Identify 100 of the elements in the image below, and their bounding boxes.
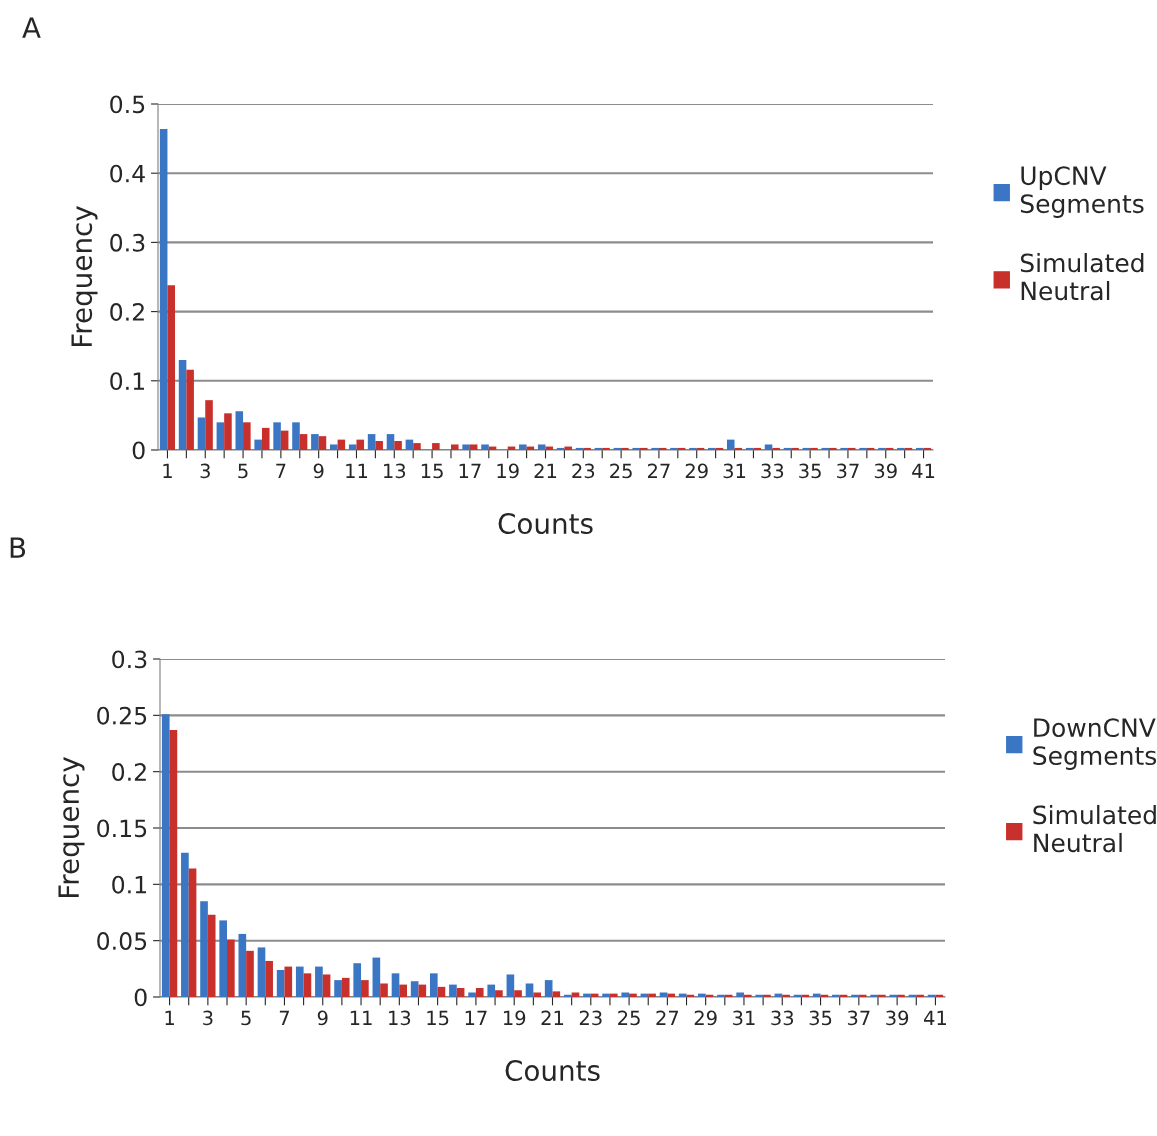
bar [410,981,419,997]
x-tick-label: 21 [534,463,557,478]
x-tick-label: 23 [579,1010,602,1026]
bar [280,430,289,450]
y-tick-label: 0 [132,441,145,460]
bar [161,714,170,997]
bar [506,974,515,997]
x-tick-label: 17 [465,1010,487,1025]
x-tick-label: 5 [241,1010,251,1026]
bar [235,411,244,450]
x-axis-title: Counts [498,513,593,535]
x-tick-label: 1 [163,463,172,478]
bar [299,434,308,450]
bar [243,422,251,450]
bar [629,993,637,997]
bar [254,439,262,450]
bar [246,950,254,997]
bar [337,439,346,450]
y-axis-title: Frequency [71,206,98,347]
bar [450,444,459,450]
x-tick-label: 35 [809,1010,832,1026]
legend-label: Simulated Neutral [1033,804,1156,853]
bar [468,992,476,997]
bar [315,966,323,997]
bar [772,447,780,450]
bar [367,434,376,450]
x-tick-label: 11 [346,463,368,478]
bar [832,994,840,997]
x-tick-label: 31 [733,1010,755,1026]
bar [667,993,676,997]
bar [564,446,572,450]
x-tick-label: 25 [618,1010,640,1026]
y-tick-label: 0.2 [110,303,144,321]
bar [318,436,327,450]
x-tick-label: 19 [503,1010,526,1026]
bar [227,939,235,997]
bar [609,993,618,997]
y-tick-label: 0.4 [110,164,145,183]
y-tick-label: 0.2 [112,763,146,781]
x-tick-label: 37 [837,463,859,479]
text: B [10,537,26,558]
bar [469,444,478,450]
x-tick-label: 13 [384,463,406,479]
bar [791,447,799,450]
y-tick-label: 0 [134,988,147,1007]
bar [810,447,818,450]
bar [418,984,427,997]
bar [356,439,365,450]
bar [533,992,542,997]
x-tick-label: 7 [279,1010,289,1025]
bar [859,447,867,450]
bar [391,973,400,997]
bar [889,994,898,997]
bar [375,441,383,450]
x-tick-label: 41 [924,1010,946,1025]
bar [698,993,706,997]
bar [632,447,641,450]
x-tick-label: 33 [771,1010,794,1026]
x-tick-label: 15 [421,463,443,479]
bar [708,447,716,450]
bar [851,994,859,997]
bar [186,369,194,450]
x-tick-label: 9 [317,1010,328,1026]
bar [257,947,266,997]
bar [200,901,208,997]
bar [897,447,905,450]
bar [935,994,944,997]
bar [219,920,228,997]
x-tick-label: 27 [647,463,670,478]
bar [847,447,856,450]
bar [544,980,553,997]
x-tick-label: 5 [238,463,248,479]
bar [753,447,761,450]
bar [399,984,407,997]
bar [273,422,281,450]
x-tick-label: 27 [656,1010,679,1025]
y-tick-label: 0.3 [112,650,147,669]
y-tick-label: 0.1 [112,875,147,894]
bar [583,447,591,450]
bar [265,960,273,997]
bar [877,994,886,997]
bar [726,439,735,450]
y-axis-title: Frequency [58,757,85,898]
bar [372,957,381,997]
bar [413,443,421,450]
bar [764,444,773,450]
bar [736,992,744,997]
bar [261,427,270,450]
x-tick-label: 13 [389,1010,411,1026]
bar [330,444,338,450]
y-tick-label: 0.3 [110,233,145,252]
x-tick-label: 33 [761,463,784,479]
bar [456,987,465,997]
x-tick-label: 1 [165,1010,174,1025]
y-tick-label: 0.05 [97,932,147,950]
bar [205,400,213,450]
bar [353,963,362,997]
bar [916,994,924,997]
legend-label: Simulated Neutral [1020,252,1144,301]
x-tick-label: 3 [200,463,210,479]
